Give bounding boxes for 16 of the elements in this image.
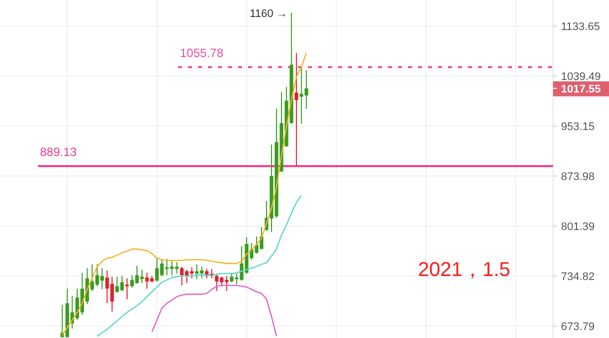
ref-line-label: 1055.78 (180, 46, 224, 60)
line-series (151, 284, 278, 337)
y-tick-label: 673.79 (561, 321, 595, 334)
ref-line-label: 889.13 (40, 145, 78, 160)
y-tick-label: 1133.65 (561, 21, 600, 34)
y-tick-label: 953.15 (561, 121, 595, 134)
y-tick-label: 734.82 (561, 271, 595, 284)
line-series (96, 194, 302, 337)
text: 1017.55 (561, 83, 601, 96)
candlestick (125, 278, 129, 300)
y-tick-label: 801.39 (561, 221, 595, 234)
y-tick-label: 1039.49 (561, 71, 601, 84)
candlestick (294, 52, 298, 167)
annotation: 1160 → (250, 8, 288, 20)
y-tick-label: 873.98 (561, 171, 595, 184)
annotation: 2021，1.5 (418, 259, 510, 281)
